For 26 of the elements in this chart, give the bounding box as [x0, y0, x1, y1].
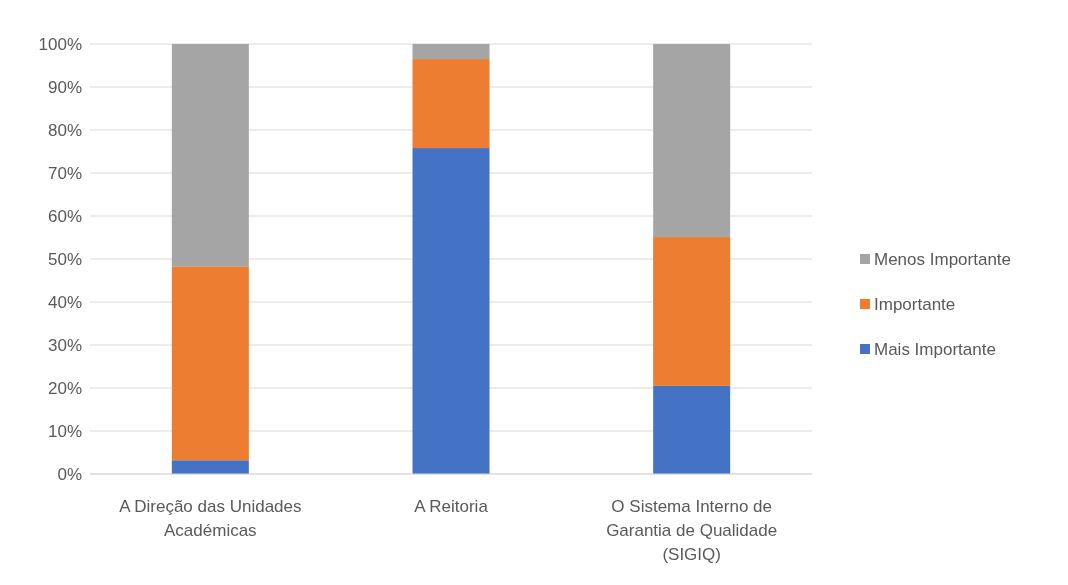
y-tick-label: 20% — [47, 378, 82, 398]
y-tick-label: 50% — [47, 249, 82, 269]
legend-label: Menos Importante — [874, 249, 1012, 269]
bar — [171, 266, 249, 461]
x-tick-label: A Direção das Unidades Académicas — [119, 497, 302, 540]
bar — [171, 460, 249, 474]
bar — [412, 148, 490, 474]
bar — [171, 44, 249, 267]
x-tick-label: A Reitoria — [414, 497, 489, 516]
bar — [653, 385, 731, 474]
y-tick-label: 30% — [47, 335, 82, 355]
y-tick-label: 90% — [47, 77, 82, 97]
legend-label: Importante — [874, 294, 956, 314]
legend-label: Mais Importante — [874, 339, 996, 359]
y-tick-label: 10% — [47, 421, 82, 441]
bar — [412, 59, 490, 149]
bar — [653, 237, 731, 386]
x-tick-label: O Sistema Interno de Garantia de Qualidade (SIGIQ) — [606, 497, 778, 564]
y-tick-label: 80% — [47, 120, 82, 140]
y-tick-label: 40% — [47, 292, 82, 312]
y-tick-label: 60% — [47, 206, 82, 226]
y-tick-label: 0% — [57, 464, 82, 484]
bar — [653, 44, 731, 238]
bar — [412, 44, 490, 60]
y-tick-label: 100% — [38, 34, 82, 54]
y-tick-label: 70% — [47, 163, 82, 183]
